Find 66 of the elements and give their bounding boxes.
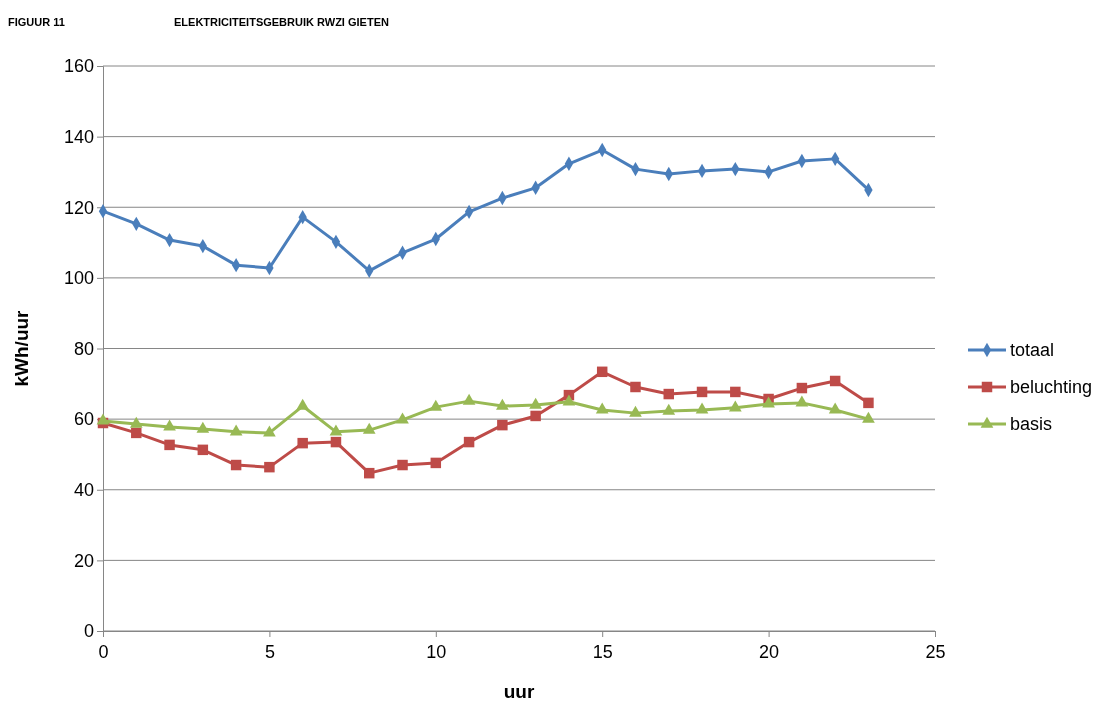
point [131,427,142,439]
legend-label: beluchting [1010,377,1093,397]
legend-label: basis [1010,414,1053,434]
y-tick-label: 140 [63,126,94,147]
point [829,375,841,387]
x-tick-label: 25 [925,642,946,662]
point [430,457,442,469]
point [630,381,641,393]
y-tick-label: 100 [63,268,94,289]
point [196,421,210,433]
text: FIGUUR 11 [8,16,65,28]
point [530,410,541,422]
point [264,461,275,473]
y-tick-label: 120 [63,197,94,218]
point [96,413,110,425]
point [329,424,343,436]
point [496,398,509,410]
y-axis-title: kWh/uur [11,309,32,387]
point [828,402,842,414]
point [663,388,674,400]
point [296,398,310,410]
x-tick-label: 20 [759,642,780,662]
point [197,444,209,456]
x-tick-label: 15 [592,642,613,662]
y-tick-label: 80 [73,338,94,359]
point [330,436,342,448]
y-tick-label: 0 [83,621,94,642]
point [364,467,375,479]
point [230,459,242,471]
x-tick-label: 0 [98,642,109,662]
point [696,386,708,398]
point [396,412,409,424]
point [595,402,609,414]
y-tick-label: 40 [73,480,94,501]
point [164,439,175,451]
x-tick-label: 10 [426,642,447,662]
point [462,393,476,405]
point [730,386,741,398]
point [163,419,176,431]
point [562,394,576,406]
point [497,419,508,431]
chart-title: ELEKTRICITEITSGEBRUIK RWZI GIETEN [174,16,389,28]
legend-label: totaal [1010,340,1055,360]
point [695,402,709,414]
point [662,403,676,415]
point [463,436,475,448]
point [263,425,276,437]
point [229,424,243,436]
y-tick-label: 20 [73,550,94,571]
point [796,382,808,394]
point [397,459,408,471]
point [596,366,608,378]
point [728,400,742,412]
point [529,397,542,409]
point [629,405,642,417]
point [362,422,376,434]
point [429,399,443,411]
point [795,395,809,407]
point [863,397,874,409]
point [862,411,875,423]
x-axis-title: uur [503,681,535,702]
point [129,416,143,428]
x-tick-label: 5 [264,642,275,662]
point [297,437,308,449]
y-tick-label: 60 [73,409,94,430]
y-tick-label: 160 [63,56,94,77]
